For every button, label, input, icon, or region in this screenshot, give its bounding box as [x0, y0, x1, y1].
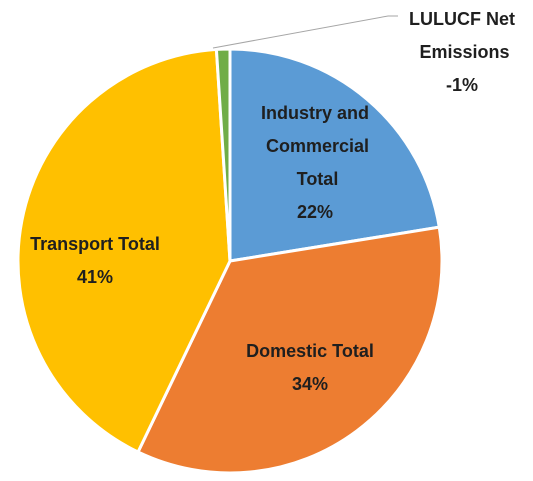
- value-label: 41%: [77, 267, 113, 287]
- category-label: LULUCF Net Emissions: [409, 9, 515, 62]
- label-line: Total: [292, 169, 339, 189]
- label-line: Industry and: [261, 103, 369, 123]
- category-label: Domestic Total: [246, 341, 374, 361]
- category-label: Industry and Commercial Total: [261, 103, 369, 189]
- pie-slice: [136, 225, 444, 475]
- label-line: Domestic Total: [246, 341, 374, 361]
- pie-slice: [214, 47, 232, 262]
- value-label: 22%: [297, 202, 333, 222]
- pie-slice: [16, 47, 232, 455]
- label-line: LULUCF Net: [409, 9, 515, 29]
- leader-line: [212, 15, 398, 49]
- value-label: 34%: [292, 374, 328, 394]
- value-label: -1%: [446, 75, 478, 95]
- label-line: Commercial: [261, 136, 369, 156]
- label-line: Emissions: [414, 42, 509, 62]
- pie-slice: [228, 47, 442, 263]
- label-line: Transport Total: [30, 234, 160, 254]
- category-label: Transport Total: [30, 234, 160, 254]
